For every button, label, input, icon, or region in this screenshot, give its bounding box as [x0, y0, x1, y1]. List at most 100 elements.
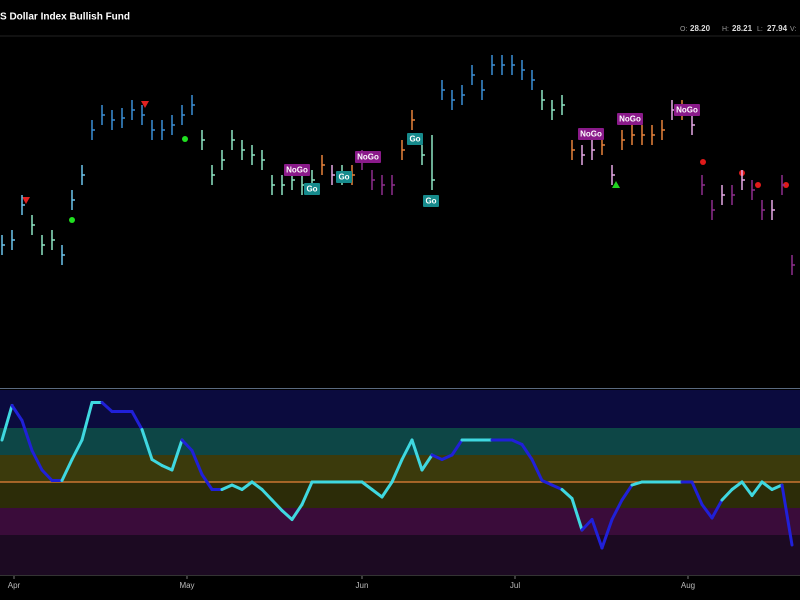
- signal-label-bg: [407, 133, 423, 145]
- header-value: 28.20: [690, 24, 711, 33]
- signal-triangle: [612, 181, 620, 188]
- oscillator-segment: [10, 404, 24, 422]
- oscillator-segment: [410, 438, 424, 472]
- oscillator-segment: [600, 518, 614, 550]
- x-tick-label: Jul: [510, 581, 520, 590]
- signal-label: NoGo: [357, 153, 379, 162]
- x-tick-label: Apr: [8, 581, 21, 590]
- oscillator-segment: [130, 410, 144, 431]
- oscillator-segment: [770, 483, 784, 491]
- oscillator-segment: [390, 458, 404, 484]
- oscillator-segment: [370, 488, 384, 499]
- oscillator-segment: [690, 480, 704, 506]
- oscillator-segment: [0, 404, 14, 442]
- oscillator-segment: [140, 428, 154, 461]
- signal-label: Go: [338, 173, 349, 182]
- signal-dot: [69, 217, 75, 223]
- band: [0, 455, 800, 482]
- signal-label-bg: [284, 164, 310, 176]
- oscillator-segment: [620, 483, 634, 502]
- oscillator-segment: [100, 401, 114, 413]
- band: [0, 482, 800, 508]
- oscillator-segment: [750, 480, 764, 497]
- signal-dot: [700, 159, 706, 165]
- signal-label: NoGo: [286, 166, 308, 175]
- oscillator-segment: [300, 480, 314, 506]
- oscillator-segment: [40, 468, 54, 482]
- signal-dot: [755, 182, 761, 188]
- band: [0, 390, 800, 428]
- oscillator-segment: [700, 503, 714, 520]
- signal-triangle: [22, 197, 30, 204]
- oscillator-segment: [420, 453, 434, 472]
- oscillator-segment: [290, 503, 304, 521]
- oscillator-segment: [270, 498, 284, 512]
- signal-label-bg: [423, 195, 439, 207]
- header-key: H:: [722, 26, 729, 33]
- signal-label: NoGo: [580, 130, 602, 139]
- oscillator-segment: [530, 458, 544, 482]
- oscillator-segment: [20, 419, 34, 452]
- signal-label-bg: [674, 104, 700, 116]
- oscillator-segment: [570, 497, 584, 532]
- signal-label: Go: [306, 185, 317, 194]
- oscillator-segment: [440, 453, 454, 461]
- signal-label: NoGo: [676, 106, 698, 115]
- oscillator-segment: [360, 480, 374, 491]
- signal-dot: [182, 136, 188, 142]
- oscillator-segment: [250, 480, 264, 491]
- signal-label-bg: [336, 171, 352, 183]
- x-tick-label: May: [179, 581, 194, 590]
- oscillator-segment: [260, 488, 274, 502]
- oscillator-segment: [560, 488, 574, 500]
- oscillator-segment: [760, 480, 774, 491]
- oscillator-segment: [190, 449, 204, 476]
- oscillator-segment: [450, 438, 464, 457]
- signal-label-bg: [578, 128, 604, 140]
- oscillator-segment: [590, 518, 604, 550]
- oscillator-segment: [510, 438, 524, 446]
- band: [0, 535, 800, 575]
- oscillator-segment: [170, 438, 184, 472]
- header-value: 28.21: [732, 24, 753, 33]
- oscillator-segment: [400, 438, 414, 461]
- oscillator-segment: [520, 443, 534, 461]
- header-key: L:: [757, 26, 763, 33]
- oscillator-segment: [280, 509, 294, 521]
- x-tick-label: Aug: [681, 581, 695, 590]
- oscillator-segment: [230, 483, 244, 491]
- signal-label-bg: [617, 113, 643, 125]
- oscillator-segment: [60, 458, 74, 482]
- oscillator-segment: [180, 438, 194, 452]
- signal-label: NoGo: [619, 115, 641, 124]
- oscillator-segment: [610, 498, 624, 521]
- band: [0, 508, 800, 535]
- signal-label-bg: [304, 183, 320, 195]
- oscillator-segment: [70, 438, 84, 461]
- oscillator-segment: [240, 480, 254, 491]
- signal-triangle: [141, 101, 149, 108]
- signal-label: Go: [409, 135, 420, 144]
- chart-title: S Dollar Index Bullish Fund: [0, 12, 130, 23]
- header-key: O:: [680, 26, 687, 33]
- oscillator-segment: [720, 488, 734, 502]
- oscillator-segment: [150, 458, 164, 467]
- oscillator-segment: [160, 464, 174, 472]
- oscillator-segment: [380, 480, 394, 499]
- oscillator-segment: [540, 479, 554, 487]
- oscillator-segment: [200, 473, 214, 491]
- band: [0, 428, 800, 455]
- oscillator-segment: [430, 453, 444, 461]
- header-key: V:: [790, 26, 796, 33]
- signal-label: Go: [425, 197, 436, 206]
- oscillator-segment: [710, 498, 724, 520]
- oscillator-segment: [80, 401, 94, 442]
- oscillator-segment: [630, 480, 644, 487]
- x-tick-label: Jun: [356, 581, 369, 590]
- signal-label-bg: [355, 151, 381, 163]
- signal-dot: [783, 182, 789, 188]
- oscillator-segment: [30, 449, 44, 472]
- oscillator-segment: [550, 483, 564, 491]
